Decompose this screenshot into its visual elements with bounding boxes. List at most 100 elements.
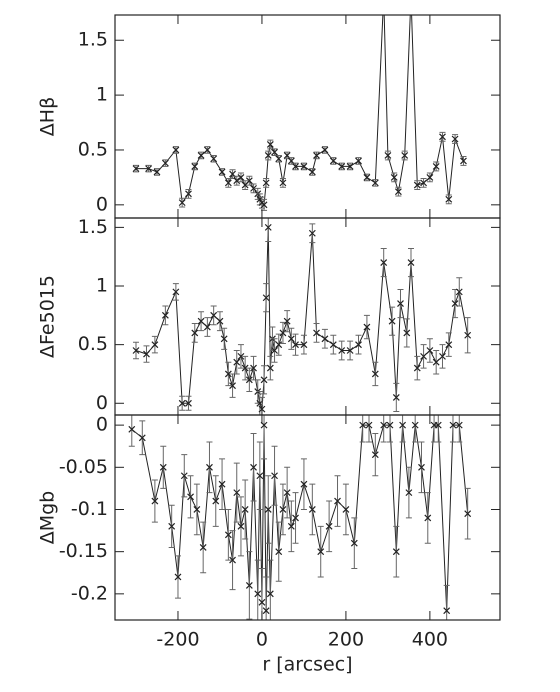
data-point <box>363 323 371 331</box>
data-point <box>178 199 186 207</box>
data-point <box>292 163 299 170</box>
panel-frame <box>114 414 501 621</box>
data-point <box>245 177 253 185</box>
data-point <box>237 352 245 360</box>
data-point <box>355 157 362 165</box>
data-point <box>317 548 325 556</box>
data-point <box>128 425 136 433</box>
data-point <box>308 229 316 237</box>
data-point <box>365 421 373 429</box>
y-axis-label: ΔHβ <box>37 97 59 136</box>
data-point <box>153 168 161 176</box>
data-point <box>229 382 236 390</box>
data-point <box>264 223 272 231</box>
data-point <box>401 152 409 159</box>
y-tick-label: 1 <box>96 275 108 297</box>
data-point <box>203 146 211 154</box>
data-point <box>380 421 388 429</box>
x-tick-label: 200 <box>328 629 364 651</box>
data-point <box>300 480 308 488</box>
data-point <box>266 590 274 598</box>
data-point <box>266 141 274 148</box>
y-tick-label: 0 <box>96 392 108 414</box>
data-point <box>392 548 400 556</box>
data-point <box>460 157 467 165</box>
data-point <box>292 514 299 522</box>
data-point <box>392 393 400 401</box>
data-point <box>210 155 218 163</box>
data-point <box>390 173 398 181</box>
x-axis-label: r [arcsec] <box>262 654 352 676</box>
data-point <box>264 152 272 159</box>
data-point <box>275 155 283 163</box>
data-point <box>434 421 442 429</box>
data-point <box>161 159 169 167</box>
data-point <box>197 317 205 325</box>
data-point <box>329 157 337 165</box>
data-point <box>363 173 371 181</box>
data-point <box>300 341 308 349</box>
data-point <box>275 341 283 349</box>
data-point <box>279 506 287 513</box>
data-point <box>224 370 232 378</box>
data-point <box>264 506 272 513</box>
data-point <box>445 195 453 203</box>
data-point <box>313 329 320 337</box>
data-point <box>132 347 140 354</box>
data-point <box>256 472 264 480</box>
data-point <box>399 421 407 429</box>
data-point <box>245 581 253 589</box>
data-point <box>218 480 226 488</box>
data-point <box>432 358 440 366</box>
data-point <box>388 317 396 325</box>
data-point <box>237 173 245 181</box>
data-point <box>292 341 299 349</box>
data-point <box>420 179 428 187</box>
data-point <box>321 335 329 343</box>
data-point <box>199 544 207 551</box>
panel-frame <box>114 14 501 219</box>
data-point <box>350 539 358 547</box>
data-point <box>394 188 402 196</box>
data-point <box>355 341 362 349</box>
data-point <box>283 317 291 325</box>
data-point <box>371 451 379 459</box>
data-point <box>145 165 153 173</box>
data-point <box>464 510 472 518</box>
y-axis-label: ΔMgb <box>37 491 59 545</box>
data-point <box>245 376 253 384</box>
data-point <box>325 522 333 530</box>
data-point <box>342 506 350 513</box>
data-point <box>380 259 388 266</box>
data-point <box>338 163 346 170</box>
data-point <box>262 294 270 302</box>
data-point <box>258 598 266 606</box>
data-point <box>449 421 457 429</box>
plot-area <box>132 218 472 415</box>
data-point <box>185 399 192 407</box>
data-point <box>411 421 419 429</box>
data-point <box>329 341 337 349</box>
data-line <box>131 424 469 611</box>
data-point <box>445 341 453 349</box>
data-point <box>413 364 421 372</box>
data-point <box>187 493 194 501</box>
error-bar <box>408 0 414 2</box>
y-tick-label: 0 <box>96 193 108 215</box>
data-point <box>275 548 283 556</box>
data-point <box>254 590 262 598</box>
data-point <box>132 165 140 173</box>
data-point <box>185 190 192 198</box>
data-point <box>224 531 232 539</box>
data-point <box>161 311 169 319</box>
data-point <box>180 472 188 480</box>
x-tick-label: 0 <box>256 629 268 651</box>
data-point <box>439 133 446 141</box>
data-point <box>260 201 268 209</box>
data-point <box>371 370 379 378</box>
data-point <box>283 489 291 497</box>
data-point <box>262 607 270 615</box>
data-point <box>403 329 411 337</box>
plot-area <box>132 0 467 211</box>
